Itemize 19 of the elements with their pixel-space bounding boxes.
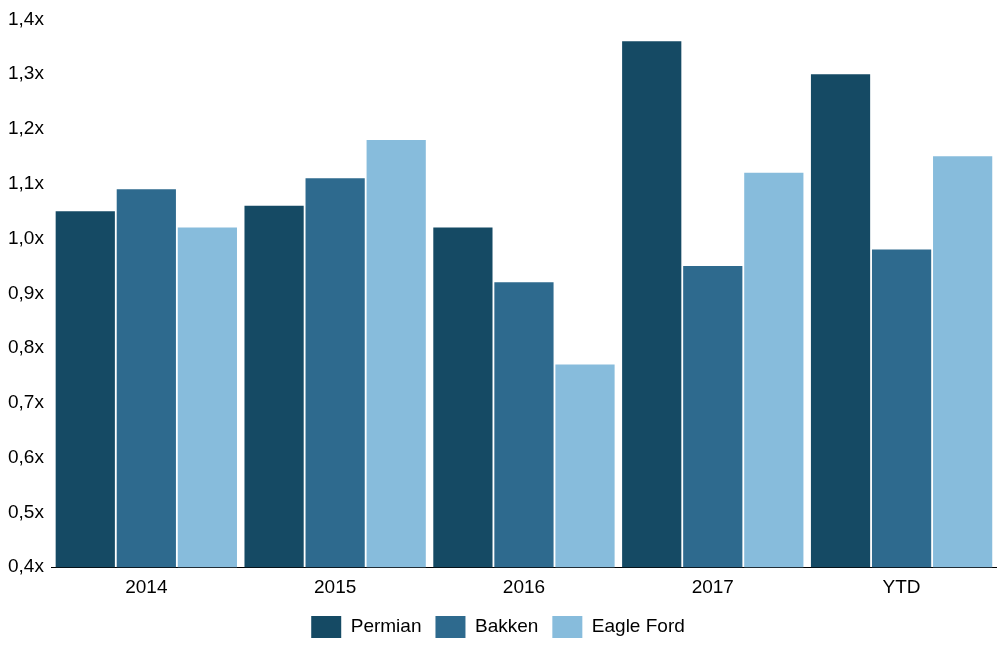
y-tick-label: 1,1x — [7, 171, 45, 193]
y-tick-label: 0,6x — [7, 445, 45, 467]
legend-label: Permian — [350, 615, 422, 637]
x-tick-label: 2017 — [691, 575, 734, 597]
x-tick-label: 2014 — [125, 575, 168, 597]
y-tick-label: 0,8x — [7, 336, 45, 358]
legend-label: Bakken — [474, 615, 539, 637]
y-tick-label: 1,2x — [7, 117, 45, 139]
x-tick-label: YTD — [882, 575, 921, 597]
y-tick-label: 1,0x — [7, 226, 45, 248]
y-tick-label: 1,3x — [7, 62, 45, 84]
x-tick-label: 2016 — [502, 575, 546, 597]
y-tick-label: 0,5x — [7, 500, 45, 522]
legend-label: Eagle Ford — [591, 615, 685, 637]
x-tick-label: 2015 — [314, 575, 357, 597]
y-tick-label: 0,9x — [7, 281, 45, 303]
y-tick-label: 0,4x — [7, 555, 45, 577]
y-tick-label: 1,4x — [7, 7, 45, 29]
y-tick-label: 0,7x — [7, 391, 45, 413]
